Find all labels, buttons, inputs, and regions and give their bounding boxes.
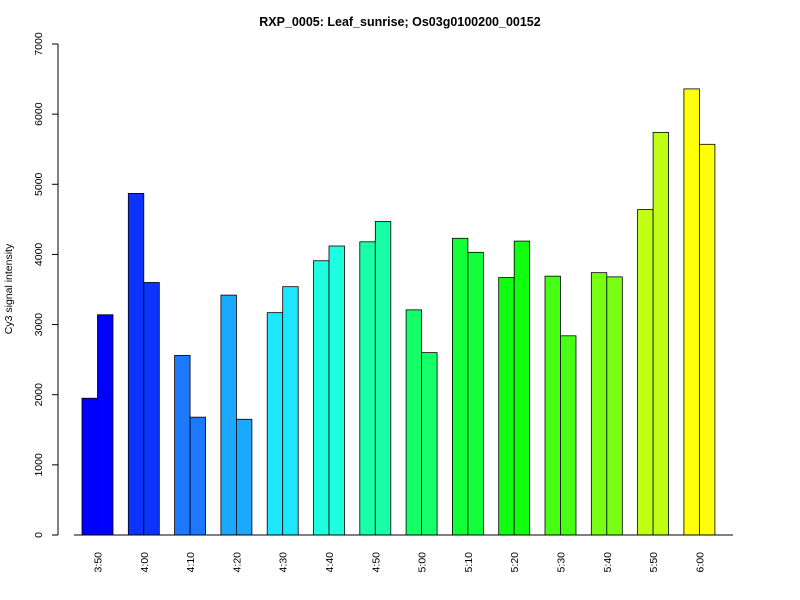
bar-430-2 [282,286,299,536]
y-tick-label: 0 [33,532,45,538]
x-tick-label: 4:30 [278,552,290,573]
x-tick-label: 3:50 [93,552,105,573]
x-tick-label: 5:40 [602,552,614,573]
bar-550-2 [652,131,669,536]
bar-400-1 [127,193,145,536]
y-tick-label: 6000 [33,102,45,126]
chart-title: RXP_0005: Leaf_sunrise; Os03g0100200_001… [259,15,540,29]
bar-420-1 [220,294,237,536]
bar-500-2 [421,352,438,536]
bar-420-2 [235,418,253,536]
bar-540-1 [590,272,608,536]
bar-550-1 [637,209,654,536]
y-axis-label: Cy3 signal intensity [3,243,15,334]
y-tick-label: 3000 [33,313,45,337]
bar-350-1 [81,397,98,536]
bar-440-1 [313,260,330,536]
x-tick-label: 5:10 [463,552,475,573]
bar-520-1 [498,277,515,536]
bar-350-2 [97,314,114,536]
x-tick-label: 6:00 [694,552,706,573]
bar-510-2 [467,251,484,536]
x-tick-label: 4:40 [324,552,336,573]
x-tick-label: 4:20 [231,552,243,573]
y-tick-label: 5000 [33,172,45,196]
bar-430-1 [266,312,284,536]
bar-410-1 [174,355,191,536]
y-tick-label: 4000 [33,243,45,267]
bar-530-1 [544,275,561,536]
x-tick-label: 5:00 [417,552,429,573]
x-tick-label: 5:30 [556,552,568,573]
bar-520-2 [513,240,531,536]
bar-540-2 [606,276,623,536]
bar-410-2 [189,416,207,536]
bar-600-1 [683,88,700,536]
y-tick-label: 1000 [33,453,45,477]
bar-510-1 [451,237,469,536]
x-tick-label: 5:50 [648,552,660,573]
bar-500-1 [405,309,423,536]
y-axis: 0 1000 2000 3000 4000 5000 6000 7000 [33,32,59,538]
x-axis-labels: 3:50 4:00 4:10 4:20 4:30 4:40 4:50 5:00 5:10 5:20… [93,552,707,573]
x-tick-label: 4:10 [185,552,197,573]
x-tick-label: 4:00 [139,552,151,573]
bar-530-2 [560,335,577,536]
bar-450-1 [359,241,376,536]
bar-400-2 [143,282,160,536]
bar-450-2 [374,221,392,536]
y-tick-label: 7000 [33,32,45,56]
x-tick-label: 4:50 [370,552,382,573]
bar-600-2 [699,143,716,536]
bar-440-2 [328,245,345,536]
bars-group [81,88,716,536]
x-tick-label: 5:20 [509,552,521,573]
y-tick-label: 2000 [33,383,45,407]
